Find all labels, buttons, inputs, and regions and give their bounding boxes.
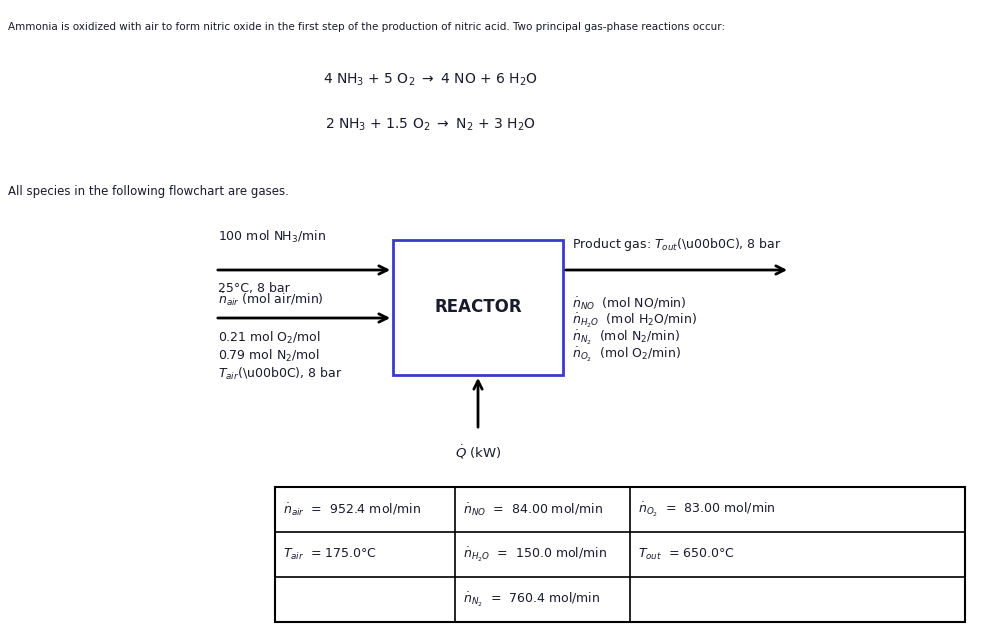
Text: Ammonia is oxidized with air to form nitric oxide in the first step of the produ: Ammonia is oxidized with air to form nit… xyxy=(8,22,725,32)
Text: 0.21 mol O$_2$/mol: 0.21 mol O$_2$/mol xyxy=(218,330,320,346)
Text: $T_{air}$(\u00b0C), 8 bar: $T_{air}$(\u00b0C), 8 bar xyxy=(218,366,342,382)
Bar xyxy=(275,487,965,622)
Bar xyxy=(393,240,563,375)
Text: $\dot{n}_{N_2}$  =  760.4 mol/min: $\dot{n}_{N_2}$ = 760.4 mol/min xyxy=(463,591,600,608)
Text: $T_{out}$  = 650.0°C: $T_{out}$ = 650.0°C xyxy=(638,547,735,562)
Text: $\dot{n}_{O_2}$  =  83.00 mol/min: $\dot{n}_{O_2}$ = 83.00 mol/min xyxy=(638,500,776,519)
Text: 2 NH$_3$ + 1.5 O$_2$ $\rightarrow$ N$_2$ + 3 H$_2$O: 2 NH$_3$ + 1.5 O$_2$ $\rightarrow$ N$_2$… xyxy=(324,117,536,133)
Text: $\dot{n}_{air}$  =  952.4 mol/min: $\dot{n}_{air}$ = 952.4 mol/min xyxy=(283,501,421,518)
Text: 0.79 mol N$_2$/mol: 0.79 mol N$_2$/mol xyxy=(218,348,319,364)
Text: REACTOR: REACTOR xyxy=(434,298,522,317)
Text: $\dot{n}_{O_2}$  (mol O$_2$/min): $\dot{n}_{O_2}$ (mol O$_2$/min) xyxy=(572,346,681,364)
Text: $\dot{n}_{N_2}$  (mol N$_2$/min): $\dot{n}_{N_2}$ (mol N$_2$/min) xyxy=(572,329,681,347)
Text: $\dot{n}_{NO}$  =  84.00 mol/min: $\dot{n}_{NO}$ = 84.00 mol/min xyxy=(463,501,603,518)
Text: $\dot{n}_{air}$ (mol air/min): $\dot{n}_{air}$ (mol air/min) xyxy=(218,292,323,308)
Text: $\dot{n}_{H_2O}$  =  150.0 mol/min: $\dot{n}_{H_2O}$ = 150.0 mol/min xyxy=(463,545,607,563)
Text: $\dot{n}_{NO}$  (mol NO/min): $\dot{n}_{NO}$ (mol NO/min) xyxy=(572,295,686,312)
Text: 100 mol NH$_3$/min: 100 mol NH$_3$/min xyxy=(218,229,326,245)
Text: $T_{air}$  = 175.0°C: $T_{air}$ = 175.0°C xyxy=(283,547,377,562)
Text: Product gas: $T_{out}$(\u00b0C), 8 bar: Product gas: $T_{out}$(\u00b0C), 8 bar xyxy=(572,236,782,253)
Text: 25°C, 8 bar: 25°C, 8 bar xyxy=(218,282,290,295)
Text: $\dot{Q}$ (kW): $\dot{Q}$ (kW) xyxy=(454,443,501,461)
Text: All species in the following flowchart are gases.: All species in the following flowchart a… xyxy=(8,185,289,198)
Text: $\dot{n}_{H_2O}$  (mol H$_2$O/min): $\dot{n}_{H_2O}$ (mol H$_2$O/min) xyxy=(572,312,697,330)
Text: 4 NH$_3$ + 5 O$_2$ $\rightarrow$ 4 NO + 6 H$_2$O: 4 NH$_3$ + 5 O$_2$ $\rightarrow$ 4 NO + … xyxy=(322,72,538,88)
